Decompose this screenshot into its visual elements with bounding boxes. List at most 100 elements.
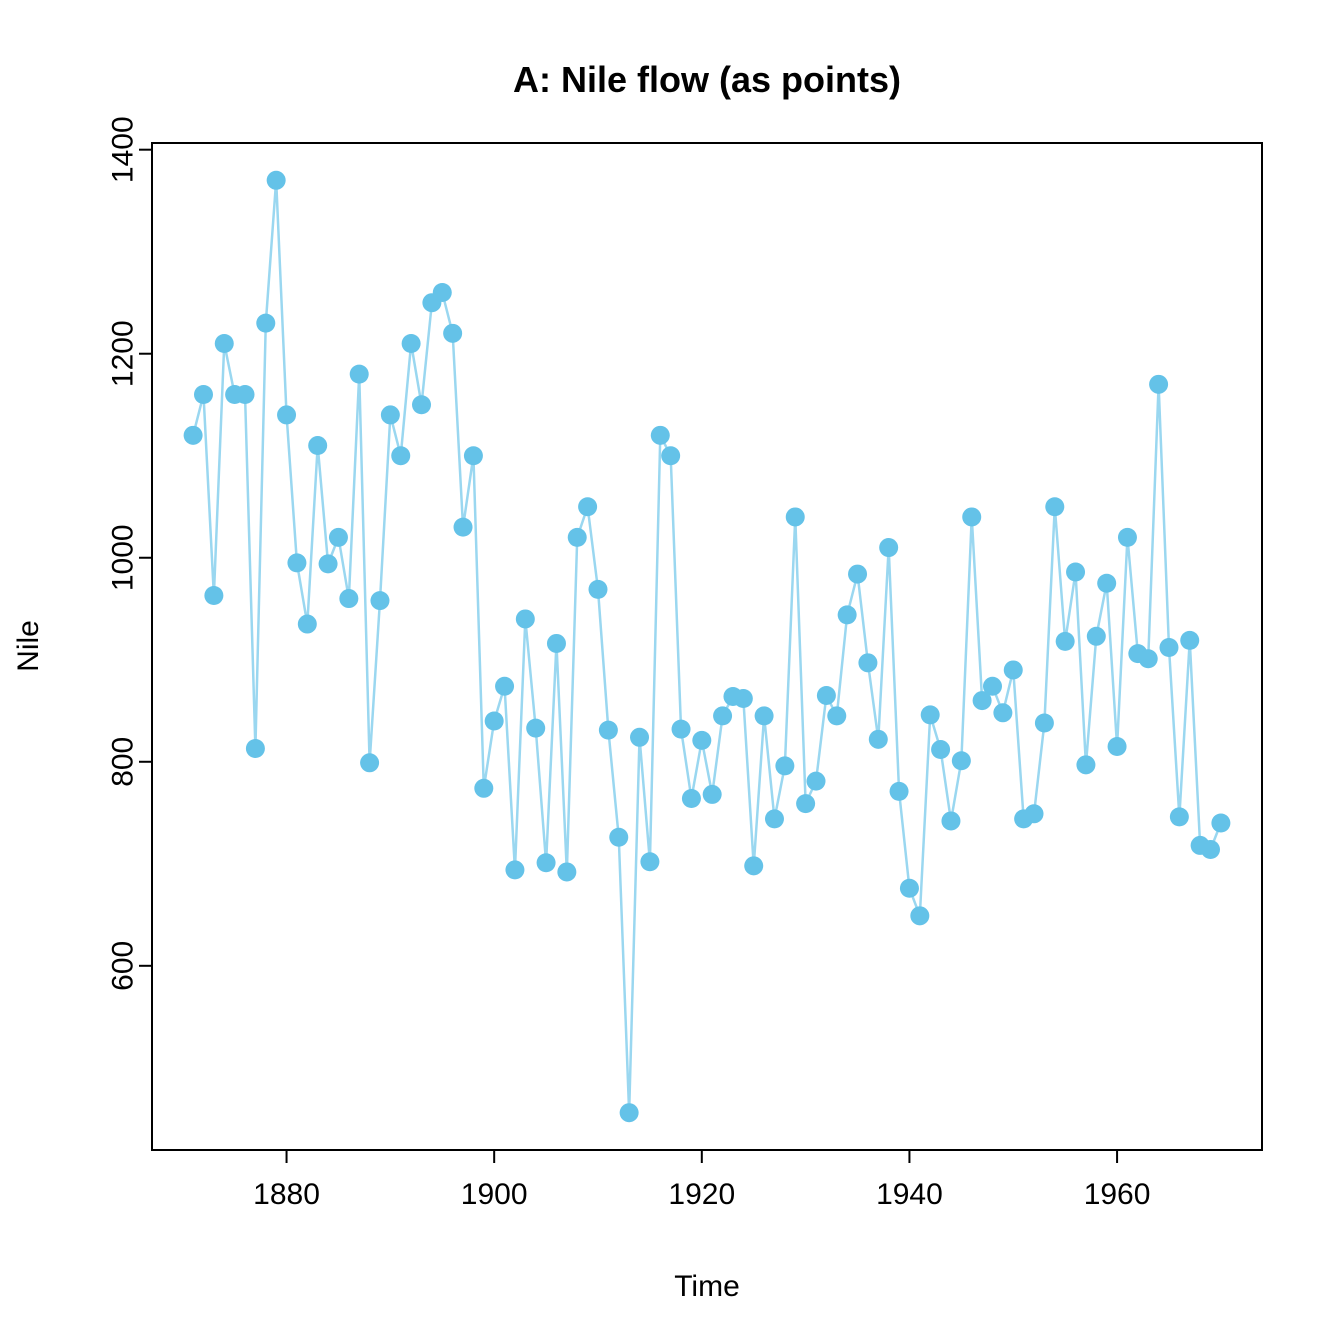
data-point: [879, 538, 899, 558]
data-point: [443, 323, 463, 343]
data-point: [848, 564, 868, 584]
x-tick-label: 1940: [876, 1178, 943, 1211]
data-point: [308, 436, 328, 456]
data-point: [1169, 807, 1189, 827]
data-point: [920, 705, 940, 725]
data-point: [557, 862, 577, 882]
data-point: [360, 753, 380, 773]
data-point: [1211, 813, 1231, 833]
data-point: [256, 313, 276, 333]
data-point: [941, 811, 961, 831]
data-point: [754, 706, 774, 726]
data-point: [650, 425, 670, 445]
plot-area: 1880 1900 1920 1940 1960 600 800 1000 1200 1400: [107, 116, 1263, 1211]
data-point: [910, 906, 930, 926]
data-point: [1180, 630, 1200, 650]
data-point: [630, 727, 650, 747]
data-point: [588, 579, 608, 599]
x-tick-label: 1900: [461, 1178, 528, 1211]
data-point: [432, 283, 452, 303]
data-point: [598, 720, 618, 740]
y-axis-ticks: 600 800 1000 1200 1400: [107, 116, 152, 991]
data-point: [484, 711, 504, 731]
y-tick-label: 1000: [107, 524, 140, 591]
data-point: [328, 527, 348, 547]
y-tick-label: 600: [107, 941, 140, 991]
data-point: [1055, 631, 1075, 651]
data-point: [806, 771, 826, 791]
data-point: [692, 730, 712, 750]
data-point: [619, 1103, 639, 1123]
x-tick-label: 1920: [668, 1178, 735, 1211]
data-point: [277, 405, 297, 425]
data-point: [526, 718, 546, 738]
data-point: [899, 878, 919, 898]
data-point: [453, 517, 473, 537]
x-tick-label: 1880: [253, 1178, 320, 1211]
data-point: [858, 653, 878, 673]
y-tick-label: 1200: [107, 320, 140, 387]
data-point: [982, 676, 1002, 696]
data-point: [370, 591, 390, 611]
data-point: [889, 781, 909, 801]
data-point: [266, 170, 286, 190]
data-point: [775, 756, 795, 776]
series-points: [183, 170, 1231, 1123]
series-line: [191, 179, 1223, 1114]
data-point: [297, 614, 317, 634]
data-point: [578, 497, 598, 517]
data-point: [681, 789, 701, 809]
data-point: [744, 856, 764, 876]
data-point: [868, 729, 888, 749]
data-point: [1045, 497, 1065, 517]
data-point: [1076, 755, 1096, 775]
data-point: [1034, 713, 1054, 733]
data-point: [1159, 638, 1179, 658]
data-point: [1097, 573, 1117, 593]
data-point: [318, 554, 338, 574]
data-point: [235, 385, 255, 405]
data-point: [495, 676, 515, 696]
data-point: [567, 527, 587, 547]
data-point: [1003, 660, 1023, 680]
data-point: [609, 827, 629, 847]
data-point: [214, 334, 234, 354]
data-point: [1066, 562, 1086, 582]
data-point: [671, 719, 691, 739]
data-point: [1086, 626, 1106, 646]
data-point: [837, 605, 857, 625]
data-point: [827, 706, 847, 726]
data-point: [764, 809, 784, 829]
data-point: [245, 739, 265, 759]
plot-border: [151, 142, 1263, 1151]
data-point: [536, 853, 556, 873]
y-tick-label: 800: [107, 737, 140, 787]
data-point: [339, 589, 359, 609]
data-point: [1117, 527, 1137, 547]
data-point: [931, 740, 951, 760]
y-axis-title: Nile: [12, 620, 45, 672]
x-tick-label: 1960: [1084, 1178, 1151, 1211]
data-point: [962, 507, 982, 527]
data-point: [401, 334, 421, 354]
data-point: [733, 689, 753, 709]
data-point: [287, 553, 307, 573]
data-point: [972, 691, 992, 711]
x-axis-ticks: 1880 1900 1920 1940 1960: [253, 1150, 1150, 1211]
data-point: [204, 585, 224, 605]
data-point: [816, 685, 836, 705]
data-point: [474, 778, 494, 798]
data-point: [796, 794, 816, 814]
data-point: [1138, 649, 1158, 669]
data-point: [391, 446, 411, 466]
data-point: [1024, 804, 1044, 824]
data-point: [380, 405, 400, 425]
data-point: [515, 609, 535, 629]
data-point: [183, 425, 203, 445]
data-point: [640, 852, 660, 872]
chart-title: A: Nile flow (as points): [513, 59, 901, 100]
data-point: [785, 507, 805, 527]
data-point: [713, 706, 733, 726]
